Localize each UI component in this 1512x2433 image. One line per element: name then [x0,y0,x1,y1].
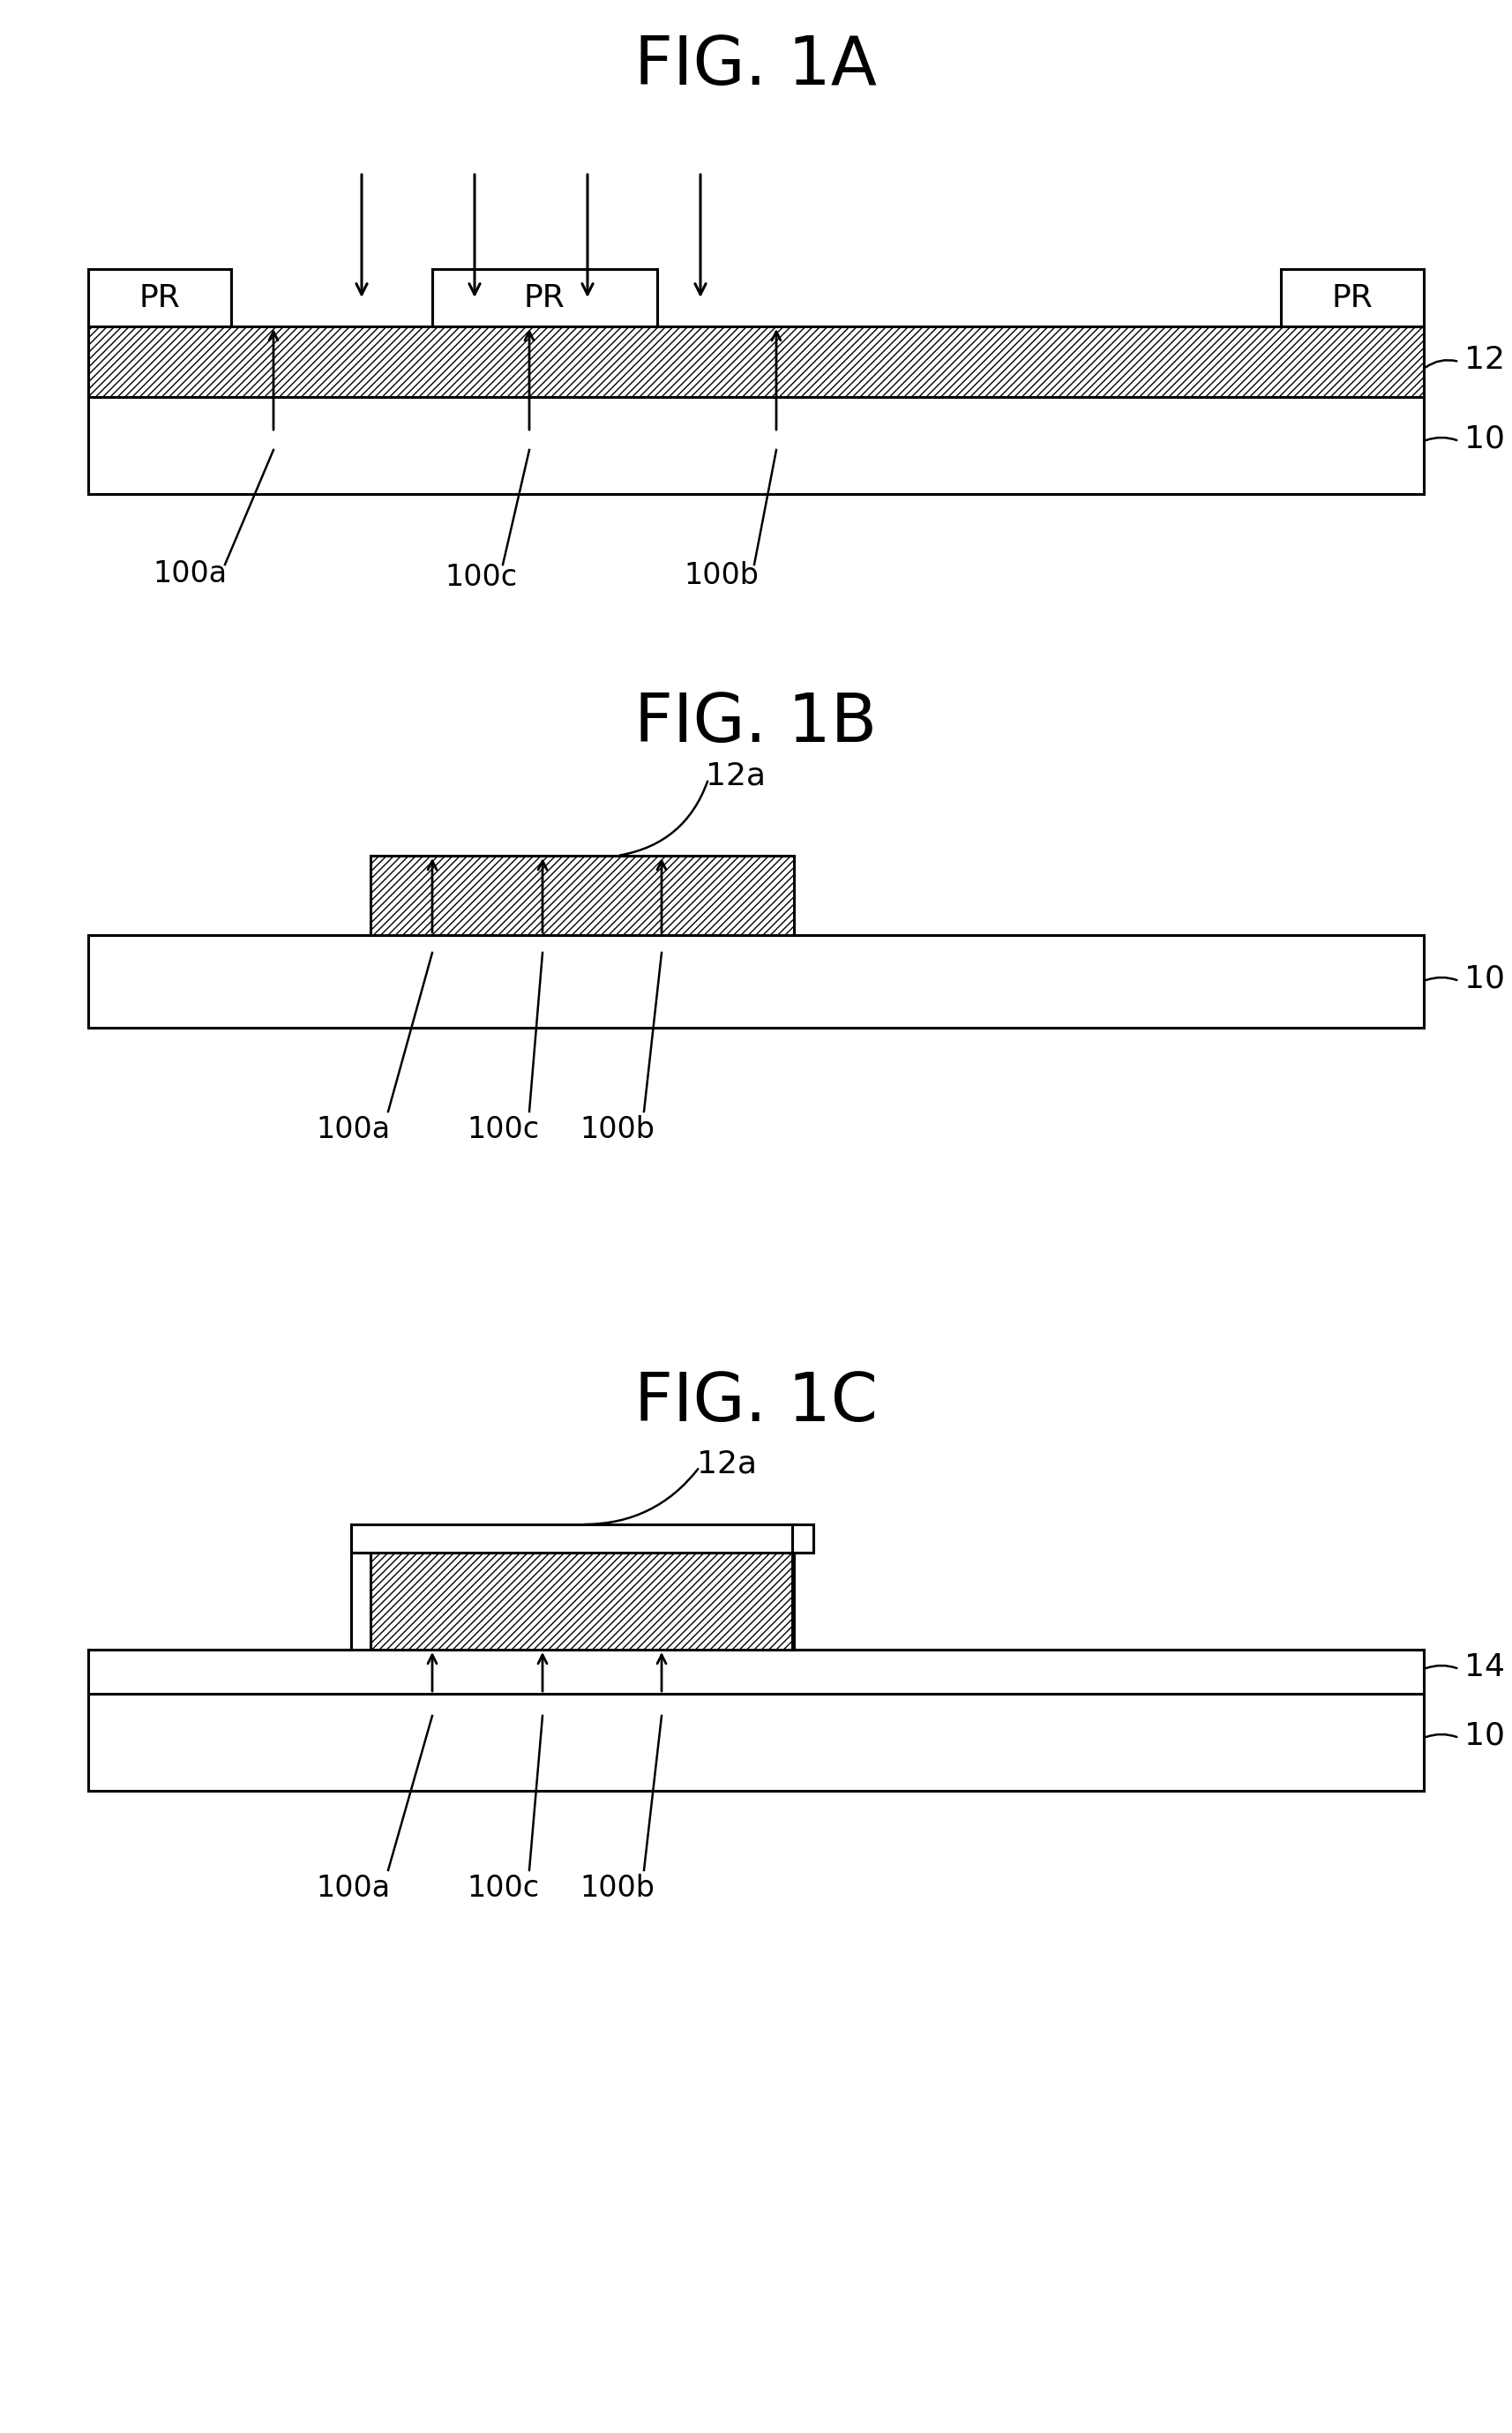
Text: 100c: 100c [467,1873,540,1903]
Text: 100c: 100c [445,564,517,591]
Text: FIG. 1A: FIG. 1A [635,34,877,100]
Text: 100a: 100a [153,560,227,589]
Text: 100a: 100a [316,1873,390,1903]
Text: 10: 10 [1464,963,1504,995]
Bar [370,856,794,934]
Text: 12a: 12a [697,1450,758,1479]
Text: FIG. 1C: FIG. 1C [634,1370,878,1435]
Text: 12a: 12a [706,762,765,791]
Bar [88,1693,1424,1791]
Text: 10: 10 [1464,1720,1504,1752]
Bar [88,326,1424,397]
Bar [88,934,1424,1027]
Text: 100a: 100a [316,1114,390,1144]
Bar [432,270,658,326]
Text: 14: 14 [1464,1652,1504,1681]
Text: 100b: 100b [581,1873,655,1903]
Text: PR: PR [523,282,565,314]
Text: 100b: 100b [581,1114,655,1144]
Text: 100b: 100b [683,560,759,589]
Bar [88,397,1424,494]
Text: PR: PR [1332,282,1373,314]
Bar [370,1552,794,1650]
Bar [351,1525,813,1552]
Bar [1281,270,1424,326]
Text: 12: 12 [1464,345,1504,375]
Bar [88,270,231,326]
Text: FIG. 1B: FIG. 1B [635,691,877,757]
Text: 10: 10 [1464,423,1504,455]
Text: 100c: 100c [467,1114,540,1144]
Bar [88,1650,1424,1693]
Text: PR: PR [139,282,180,314]
